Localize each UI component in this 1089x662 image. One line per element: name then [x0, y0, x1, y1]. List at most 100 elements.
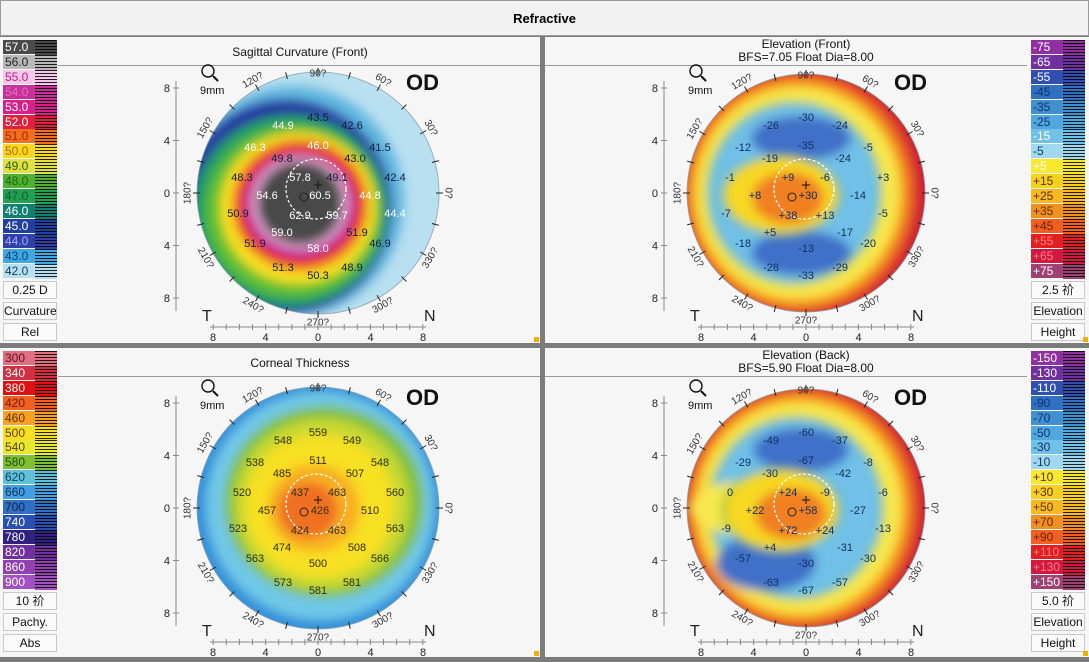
degree-tick	[376, 609, 381, 617]
scale-step-button[interactable]: 5.0 祄	[1031, 592, 1085, 611]
map-type-button[interactable]: Curvature	[3, 302, 57, 321]
legend-value: +55	[1031, 233, 1063, 248]
degree-tick	[209, 130, 217, 135]
legend-color-swatch	[1063, 203, 1085, 219]
map-type-button[interactable]: Elevation	[1031, 613, 1085, 632]
panel-resize-corner[interactable]	[534, 651, 539, 656]
map-panel-corneal-thickness[interactable]: Corneal Thickness 300 340 380 420 460 500 540 58…	[0, 348, 540, 657]
panel-resize-corner[interactable]	[1083, 337, 1088, 342]
scale-step-button[interactable]: 10 祄	[3, 592, 57, 611]
legend-entry: +15	[1029, 174, 1085, 190]
legend-color-swatch	[1063, 69, 1085, 85]
legend-color-swatch	[35, 380, 57, 396]
map-mode-button[interactable]: Height	[1031, 323, 1085, 342]
magnifier-icon[interactable]	[201, 64, 219, 82]
panel-resize-corner[interactable]	[1083, 651, 1088, 656]
color-scale-legend[interactable]: 300 340 380 420 460 500 540 580 620 660 700 740 780 8…	[1, 348, 57, 657]
legend-entry: 51.0	[1, 129, 57, 145]
legend-value: +45	[1031, 218, 1063, 233]
magnifier-icon[interactable]	[201, 379, 219, 397]
map-value-label: 44.9	[272, 120, 293, 132]
legend-value: -70	[1031, 410, 1063, 425]
map-value-label: 57.8	[289, 172, 310, 184]
color-scale-legend[interactable]: 57.0 56.0 55.0 54.0 53.0 52.0 51.0 50.0 49.0 48.0…	[1, 37, 57, 343]
x-axis-tick-label: 8	[908, 647, 914, 657]
map-value-label: 548	[274, 435, 292, 447]
map-value-label: -57	[832, 577, 848, 589]
color-scale-legend[interactable]: -75 -65 -55 -45 -35 -25 -15 -5 +5 +15 +25 +35 +45 +55…	[1029, 37, 1085, 343]
map-value-label: 60.5	[309, 190, 330, 202]
legend-value: 740	[3, 514, 35, 529]
legend-entry: +45	[1029, 218, 1085, 234]
color-zone	[753, 428, 849, 472]
degree-tick	[917, 475, 925, 479]
map-panel-elevation-front[interactable]: Elevation (Front) BFS=7.05 Float Dia=8.00…	[545, 37, 1089, 343]
x-axis-tick-label: 0	[315, 647, 321, 657]
map-value-label: -30	[860, 553, 876, 565]
legend-entry: 660	[1, 485, 57, 501]
map-mode-button[interactable]: Abs	[3, 634, 57, 653]
legend-entry: 900	[1, 574, 57, 590]
legend-entry: 620	[1, 470, 57, 486]
degree-tick	[348, 72, 351, 80]
degree-tick	[744, 401, 749, 408]
map-value-label: 457	[258, 505, 276, 517]
nasal-label: N	[912, 308, 924, 325]
degree-label: 0?	[442, 187, 453, 199]
legend-color-swatch	[1063, 174, 1085, 190]
window-title-bar: Refractive	[0, 0, 1089, 36]
color-zone	[755, 488, 827, 540]
legend-entry: 50.0	[1, 144, 57, 160]
panel-resize-corner[interactable]	[534, 337, 539, 342]
legend-entry: -25	[1029, 114, 1085, 130]
title-divider	[58, 65, 540, 66]
legend-value: 42.0	[3, 263, 35, 278]
map-value-label: +9	[782, 172, 795, 184]
degree-tick	[285, 621, 288, 629]
x-axis-tick-label: 8	[698, 647, 704, 657]
degree-tick	[699, 131, 706, 136]
map-type-button[interactable]: Pachy.	[3, 613, 57, 632]
map-panel-elevation-back[interactable]: Elevation (Back) BFS=5.90 Float Dia=8.00 -…	[545, 348, 1089, 657]
color-map	[197, 387, 439, 629]
legend-entry: -35	[1029, 99, 1085, 115]
color-scale-legend[interactable]: -150 -130 -110 -90 -70 -50 -30 -10 +10 +30 +50 +70 +…	[1029, 348, 1085, 657]
scale-step-button[interactable]: 2.5 祄	[1031, 281, 1085, 300]
legend-value: 46.0	[3, 203, 35, 218]
magnifier-icon[interactable]	[689, 64, 707, 82]
map-value-label: -19	[762, 153, 778, 165]
thinnest-point-marker	[299, 192, 309, 202]
legend-color-swatch	[1063, 395, 1085, 411]
map-type-button[interactable]: Elevation	[1031, 302, 1085, 321]
legend-entry: 700	[1, 500, 57, 515]
pupil-outline	[285, 473, 347, 535]
degree-tick	[209, 566, 217, 571]
map-value-label: 508	[348, 542, 366, 554]
magnifier-icon[interactable]	[689, 379, 707, 397]
map-panel-sagittal-curvature-front[interactable]: Sagittal Curvature (Front) 57.0 56.0 55.0 54…	[0, 37, 540, 343]
map-value-label: 485	[273, 468, 291, 480]
map-value-label: -31	[837, 542, 853, 554]
map-mode-button[interactable]: Rel	[3, 323, 57, 342]
degree-label: 270?	[795, 316, 818, 327]
scale-step-button[interactable]: 0.25 D	[3, 281, 57, 300]
map-mode-button[interactable]: Height	[1031, 634, 1085, 653]
x-axis-tick-label: 4	[367, 332, 373, 343]
map-value-label: -37	[832, 435, 848, 447]
map-value-label: -42	[835, 468, 851, 480]
legend-entry: 52.0	[1, 114, 57, 130]
legend-color-swatch	[1063, 40, 1085, 55]
map-value-label: 507	[346, 468, 364, 480]
map-value-label: 0	[727, 487, 733, 499]
legend-color-swatch	[1063, 248, 1085, 264]
map-value-label: 49.8	[271, 153, 292, 165]
map-value-label: 520	[233, 487, 251, 499]
degree-tick	[863, 293, 868, 300]
legend-color-swatch	[1063, 54, 1085, 70]
legend-color-swatch	[35, 114, 57, 130]
degree-tick	[887, 589, 894, 596]
